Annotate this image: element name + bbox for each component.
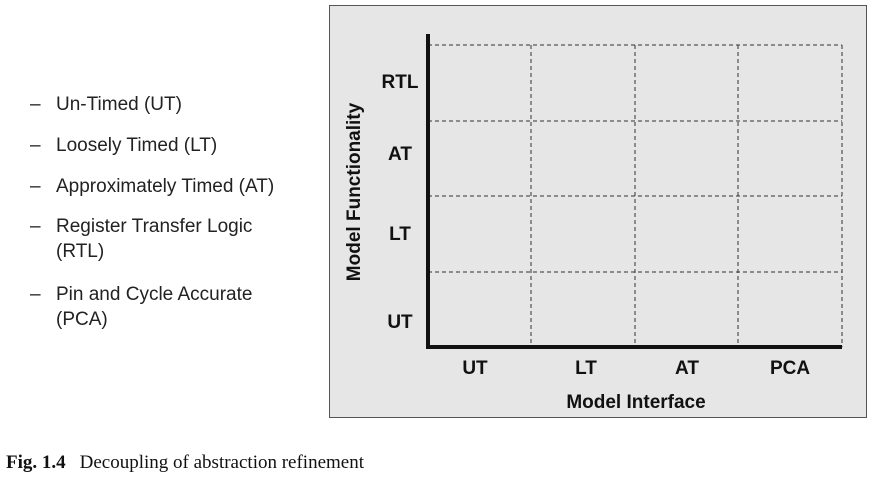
legend-item-pca: – Pin and Cycle Accurate (PCA) — [30, 282, 290, 332]
legend-text: Register Transfer Logic (RTL) — [56, 216, 253, 262]
legend-text: Un-Timed (UT) — [56, 94, 182, 115]
legend-text: Pin and Cycle Accurate (PCA) — [56, 284, 253, 330]
grid-lines — [428, 44, 843, 347]
x-axis-title: Model Interface — [566, 392, 705, 413]
figure-caption: Fig. 1.4 Decoupling of abstraction refine… — [6, 452, 364, 474]
x-level-label: PCA — [770, 358, 810, 379]
y-level-label: RTL — [382, 72, 419, 93]
y-level-label: LT — [389, 224, 411, 245]
y-axis-title: Model Functionality — [344, 102, 365, 281]
legend-item-at: – Approximately Timed (AT) — [30, 174, 320, 199]
x-level-label: LT — [575, 358, 597, 379]
y-level-label: AT — [388, 144, 412, 165]
y-level-label: UT — [387, 312, 413, 333]
legend-text: Loosely Timed (LT) — [56, 135, 218, 156]
legend-item-rtl: – Register Transfer Logic (RTL) — [30, 214, 290, 264]
legend-item-lt: – Loosely Timed (LT) — [30, 133, 320, 158]
x-level-label: AT — [675, 358, 699, 379]
abstraction-legend: – Un-Timed (UT) – Loosely Timed (LT) – A… — [0, 0, 330, 420]
legend-text: Approximately Timed (AT) — [56, 176, 275, 197]
x-level-label: UT — [462, 358, 488, 379]
legend-item-ut: – Un-Timed (UT) — [30, 92, 320, 117]
figure-caption-text: Decoupling of abstraction refinement — [79, 452, 365, 473]
diagram-panel — [329, 5, 867, 418]
figure-label: Fig. 1.4 — [6, 452, 66, 473]
